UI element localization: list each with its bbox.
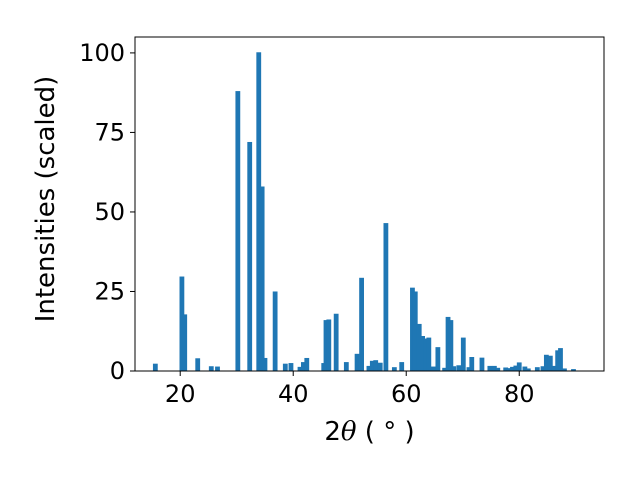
bar: [534, 367, 540, 371]
bar: [369, 360, 375, 371]
bar: [547, 355, 553, 371]
bar: [235, 91, 241, 371]
x-axis-ticks: 20 40 60 80: [165, 371, 535, 408]
bar: [354, 353, 360, 371]
bar: [195, 358, 201, 371]
bar: [426, 337, 432, 371]
bar: [516, 362, 522, 371]
bar: [525, 368, 531, 371]
bar: [522, 366, 528, 371]
bar: [179, 276, 185, 371]
bar: [373, 360, 379, 371]
bar: [247, 141, 253, 371]
bar: [366, 365, 372, 371]
bar: [571, 369, 576, 371]
bar: [558, 348, 563, 371]
bar: [262, 357, 268, 371]
bars-group: [152, 52, 576, 372]
y-axis-label: Intensities (scaled): [31, 76, 61, 323]
bar: [259, 186, 265, 371]
bar: [182, 314, 188, 371]
bar: [383, 223, 389, 371]
bar: [513, 365, 519, 371]
y-tick-label: 0: [110, 357, 125, 385]
bar: [543, 354, 549, 371]
bar: [412, 291, 418, 371]
bar: [377, 362, 383, 371]
bar: [272, 291, 278, 371]
bar: [416, 323, 422, 371]
y-axis-ticks: 0 25 50 75 100: [79, 39, 135, 385]
bar: [551, 365, 557, 371]
y-tick-label: 25: [94, 277, 125, 305]
bar: [304, 357, 310, 371]
bar: [420, 336, 426, 371]
x-axis-label-unit: ( ° ): [357, 417, 415, 447]
bar: [460, 337, 466, 371]
x-tick-label: 60: [391, 380, 422, 408]
bar: [435, 347, 441, 371]
y-tick-label: 50: [94, 198, 125, 226]
bar: [479, 357, 485, 371]
bar: [540, 366, 546, 371]
y-tick-label: 75: [94, 118, 125, 146]
bar: [503, 367, 509, 371]
bar: [466, 367, 472, 371]
bar: [333, 313, 339, 371]
bar: [399, 362, 405, 371]
bar: [359, 277, 364, 371]
bar: [506, 368, 512, 371]
plot-frame: [134, 36, 605, 372]
bar: [282, 363, 288, 371]
bar: [152, 363, 158, 371]
bar: [423, 338, 428, 371]
bar: [326, 319, 332, 371]
bar: [430, 366, 436, 371]
bar: [300, 362, 306, 371]
bar: [456, 365, 462, 371]
bar: [343, 362, 349, 371]
x-tick-label: 40: [278, 380, 309, 408]
bar: [323, 320, 329, 371]
bar: [410, 287, 415, 371]
bar: [288, 363, 294, 371]
x-tick-label: 80: [504, 380, 535, 408]
bar: [215, 366, 220, 371]
bar: [495, 367, 501, 371]
bar: [510, 366, 515, 371]
bar: [208, 366, 214, 371]
bar: [491, 365, 497, 371]
bar: [487, 365, 493, 371]
bar: [555, 350, 561, 371]
x-axis-label: 2θ ( ° ): [324, 417, 414, 447]
bar: [256, 52, 262, 372]
bar: [391, 367, 397, 371]
bar: [442, 367, 448, 371]
bar: [448, 320, 454, 371]
x-tick-label: 20: [165, 380, 196, 408]
bar: [445, 316, 451, 371]
x-axis-label-prefix: 2: [324, 417, 341, 447]
bar: [562, 368, 567, 371]
bar: [469, 357, 475, 371]
bar: [451, 366, 457, 371]
bar: [297, 366, 303, 371]
y-tick-label: 100: [79, 39, 125, 67]
x-axis-label-symbol: θ: [341, 417, 357, 447]
